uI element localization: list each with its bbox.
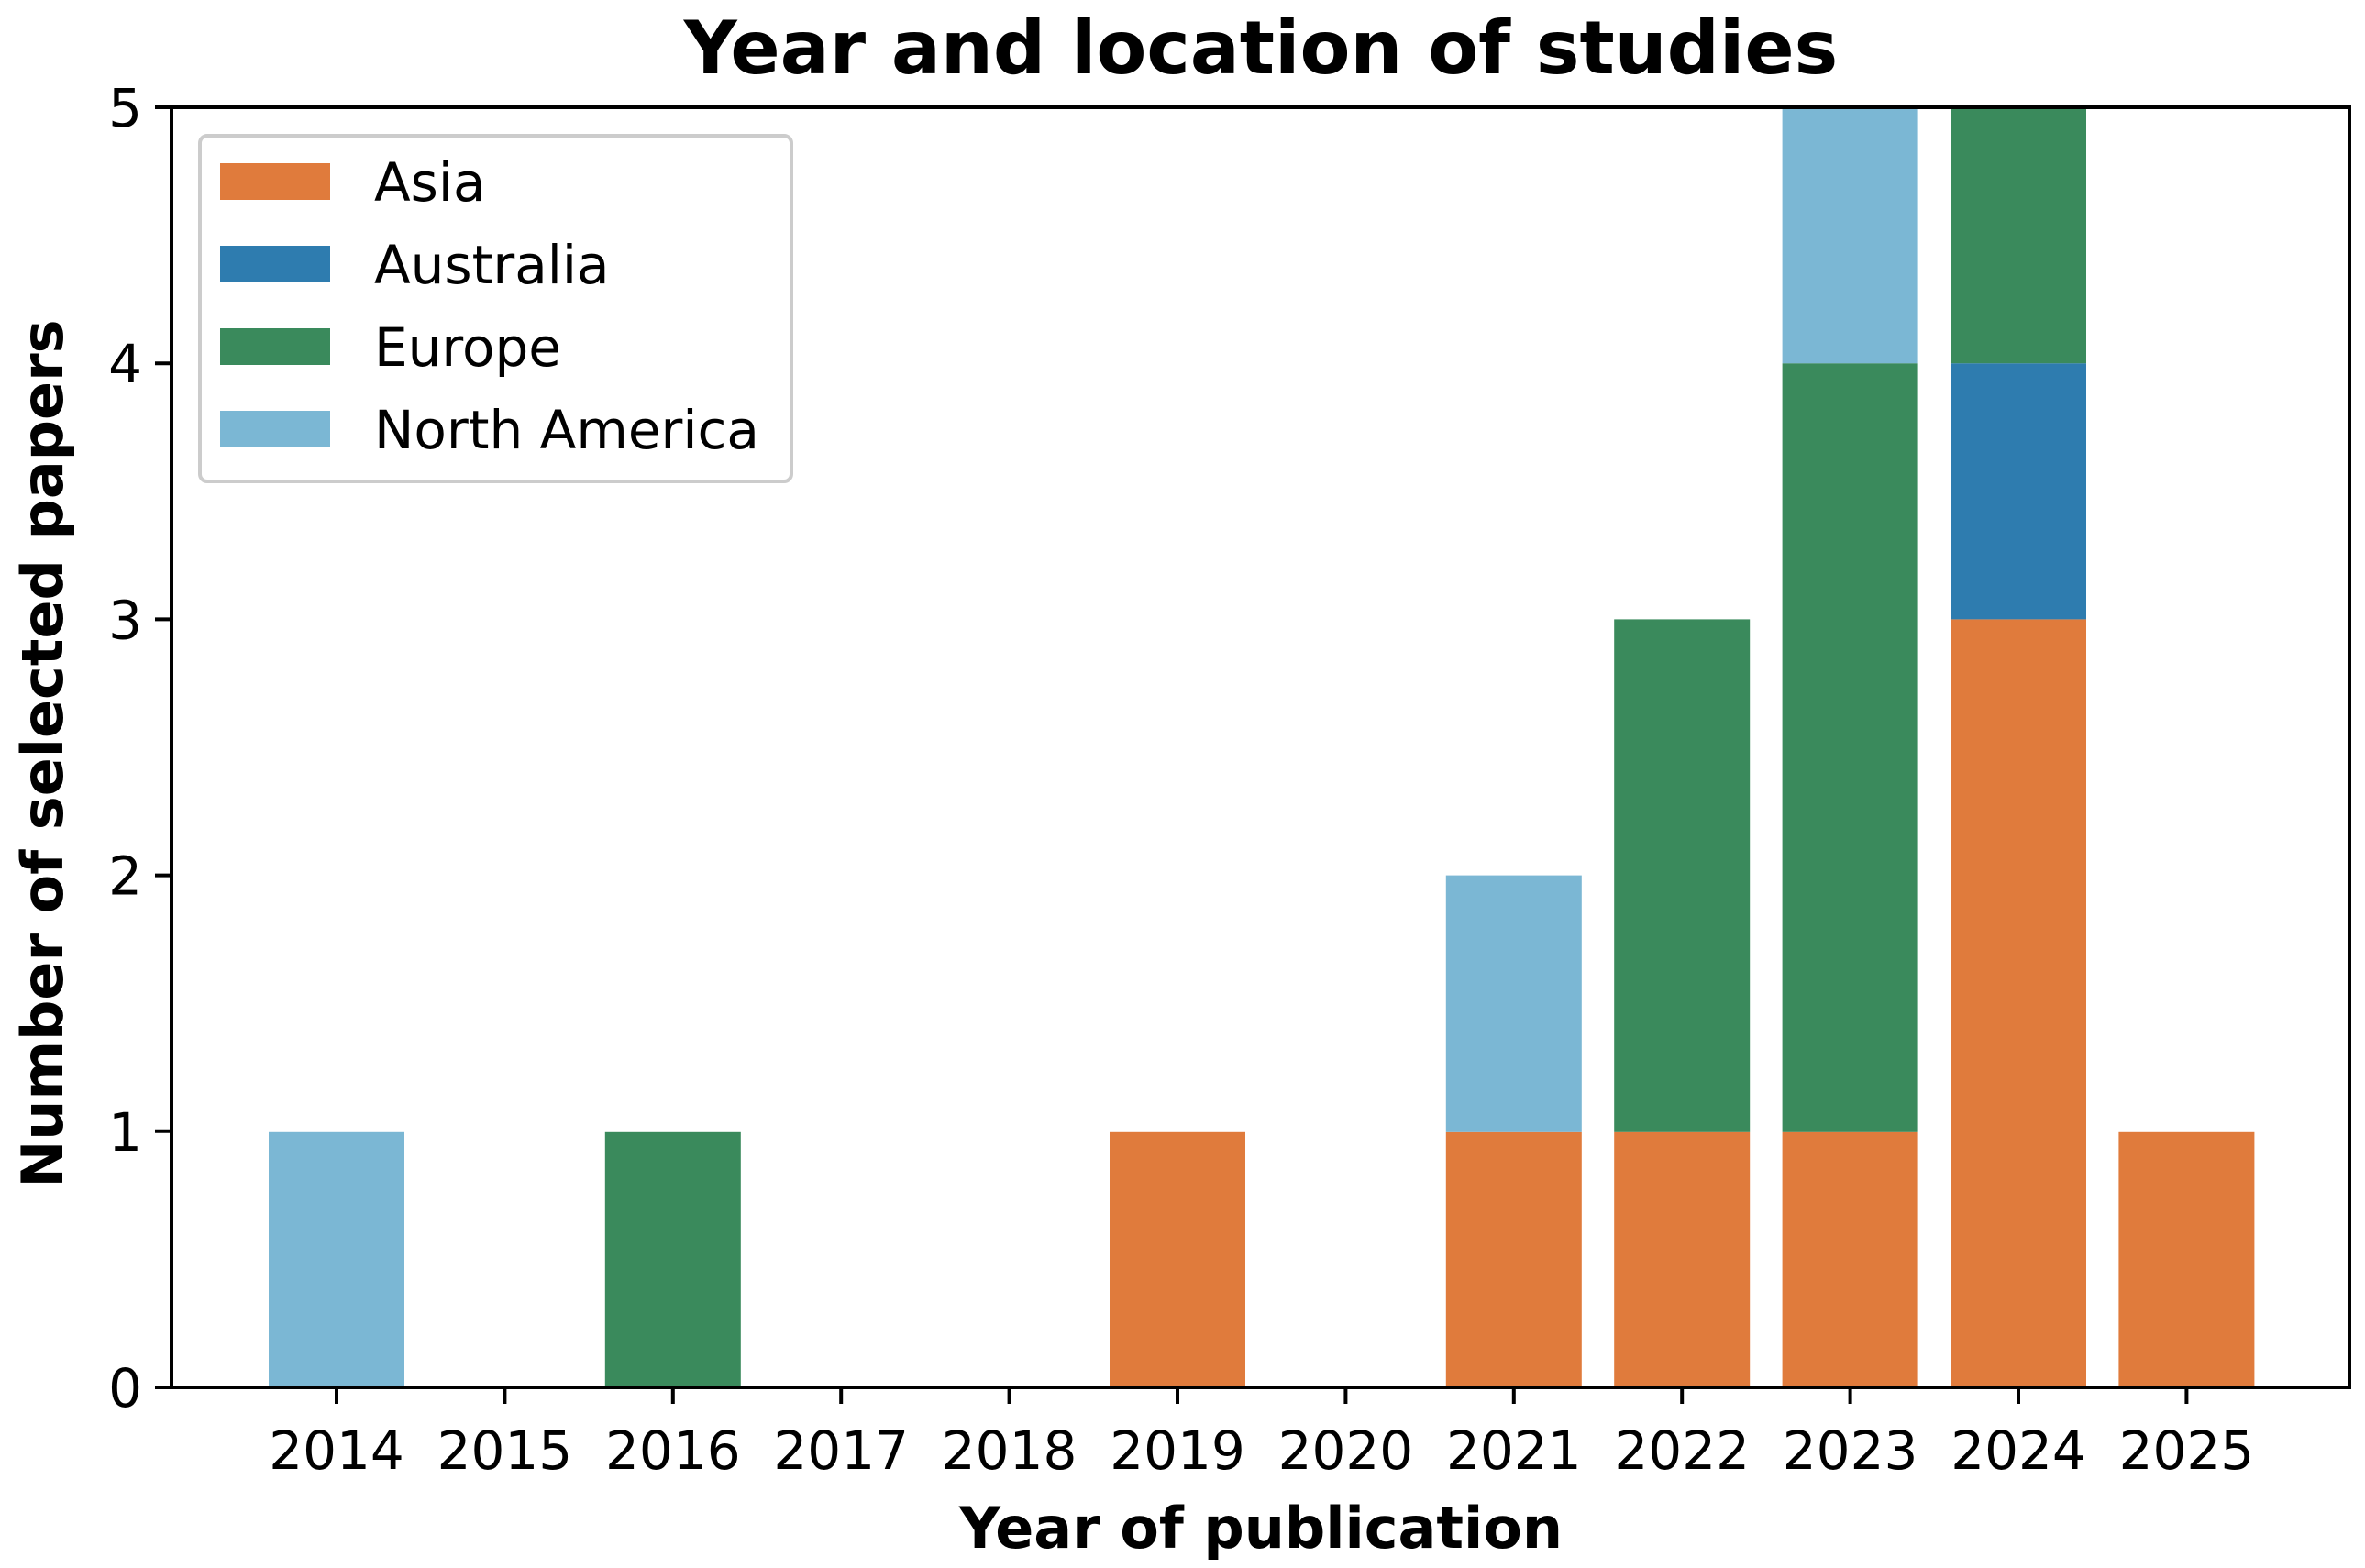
bar-australia-2024 — [1951, 363, 2086, 620]
legend: Asia Australia Europe North America — [198, 134, 793, 483]
bar-north-america-2023 — [1782, 107, 1918, 364]
bar-north-america-2014 — [269, 1131, 404, 1387]
x-tick-label: 2017 — [773, 1419, 909, 1482]
plot-frame — [170, 105, 2351, 1389]
legend-label: Europe — [374, 316, 561, 379]
legend-label: North America — [374, 399, 759, 461]
y-tick-label: 2 — [108, 845, 142, 908]
bar-asia-2024 — [1951, 619, 2086, 1387]
bar-asia-2025 — [2118, 1131, 2255, 1387]
x-tick-label: 2016 — [605, 1419, 741, 1482]
y-tick-label: 5 — [108, 77, 142, 139]
x-tick-label: 2014 — [269, 1419, 404, 1482]
bar-europe-2016 — [604, 1131, 741, 1387]
legend-swatch — [220, 246, 330, 282]
y-tick-label: 1 — [108, 1101, 142, 1164]
bar-asia-2019 — [1110, 1131, 1245, 1387]
y-axis-label: Number of selected papers — [9, 319, 76, 1187]
y-axis: 0 1 2 3 4 5 — [108, 77, 171, 1419]
chart-title: Year and location of studies — [683, 6, 1838, 91]
legend-swatch — [220, 163, 330, 200]
bar-asia-2023 — [1782, 1131, 1918, 1387]
y-tick-label: 0 — [108, 1357, 142, 1419]
x-tick-label: 2021 — [1446, 1419, 1582, 1482]
bar-asia-2022 — [1614, 1131, 1751, 1387]
bar-europe-2023 — [1782, 363, 1918, 1132]
x-tick-label: 2019 — [1110, 1419, 1245, 1482]
y-tick-label: 4 — [108, 333, 142, 395]
bar-north-america-2021 — [1445, 875, 1582, 1132]
legend-label: Asia — [374, 151, 486, 214]
legend-swatch — [220, 411, 330, 447]
bar-europe-2024 — [1951, 107, 2086, 364]
bars-group — [269, 107, 2255, 1387]
x-tick-label: 2024 — [1951, 1419, 2086, 1482]
legend-label: Australia — [374, 234, 610, 296]
y-tick-label: 3 — [108, 589, 142, 651]
x-tick-label: 2023 — [1783, 1419, 1918, 1482]
x-tick-label: 2018 — [942, 1419, 1078, 1482]
legend-box — [198, 134, 793, 483]
x-tick-label: 2015 — [437, 1419, 573, 1482]
x-tick-label: 2020 — [1278, 1419, 1414, 1482]
x-axis: 2014 2015 2016 2017 2018 2019 2020 2021 2022 2023… — [269, 1387, 2254, 1482]
x-tick-label: 2022 — [1614, 1419, 1750, 1482]
x-axis-label: Year of publication — [958, 1495, 1563, 1562]
bar-europe-2022 — [1614, 619, 1751, 1132]
bar-asia-2021 — [1445, 1131, 1582, 1387]
x-tick-label: 2025 — [2119, 1419, 2255, 1482]
legend-swatch — [220, 328, 330, 365]
